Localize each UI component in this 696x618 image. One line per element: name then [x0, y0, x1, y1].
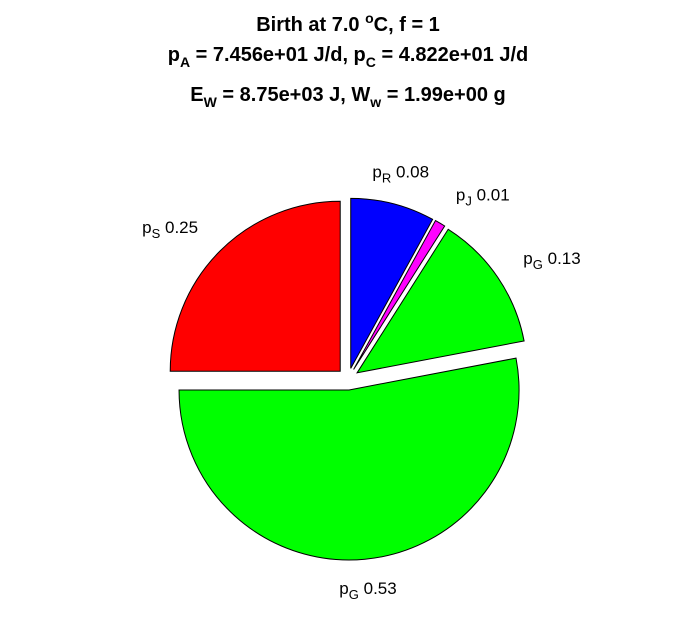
- pie-slice-pr-0: [350, 197, 434, 369]
- pie-slice-pj-1: [353, 219, 446, 370]
- slice-label-pg-2: pG 0.13: [523, 249, 580, 272]
- chart-title-line-2: pA = 7.456e+01 J/d, pC = 4.822e+01 J/d: [167, 44, 529, 70]
- slice-label-pr-0: pR 0.08: [372, 163, 429, 186]
- pie-slice-ps-4: [169, 200, 341, 372]
- chart-title-line-3: EW = 8.75e+03 J, Ww = 1.99e+00 g: [190, 84, 506, 110]
- slice-label-pj-1: pJ 0.01: [456, 186, 510, 209]
- chart-title-line-1: Birth at 7.0 oC, f = 1: [256, 10, 440, 36]
- slice-label-pg-3: pG 0.53: [339, 580, 396, 603]
- pie-slice-pg-2: [356, 228, 525, 374]
- pie-slice-pg-3: [178, 357, 520, 561]
- slice-label-ps-4: pS 0.25: [142, 219, 198, 242]
